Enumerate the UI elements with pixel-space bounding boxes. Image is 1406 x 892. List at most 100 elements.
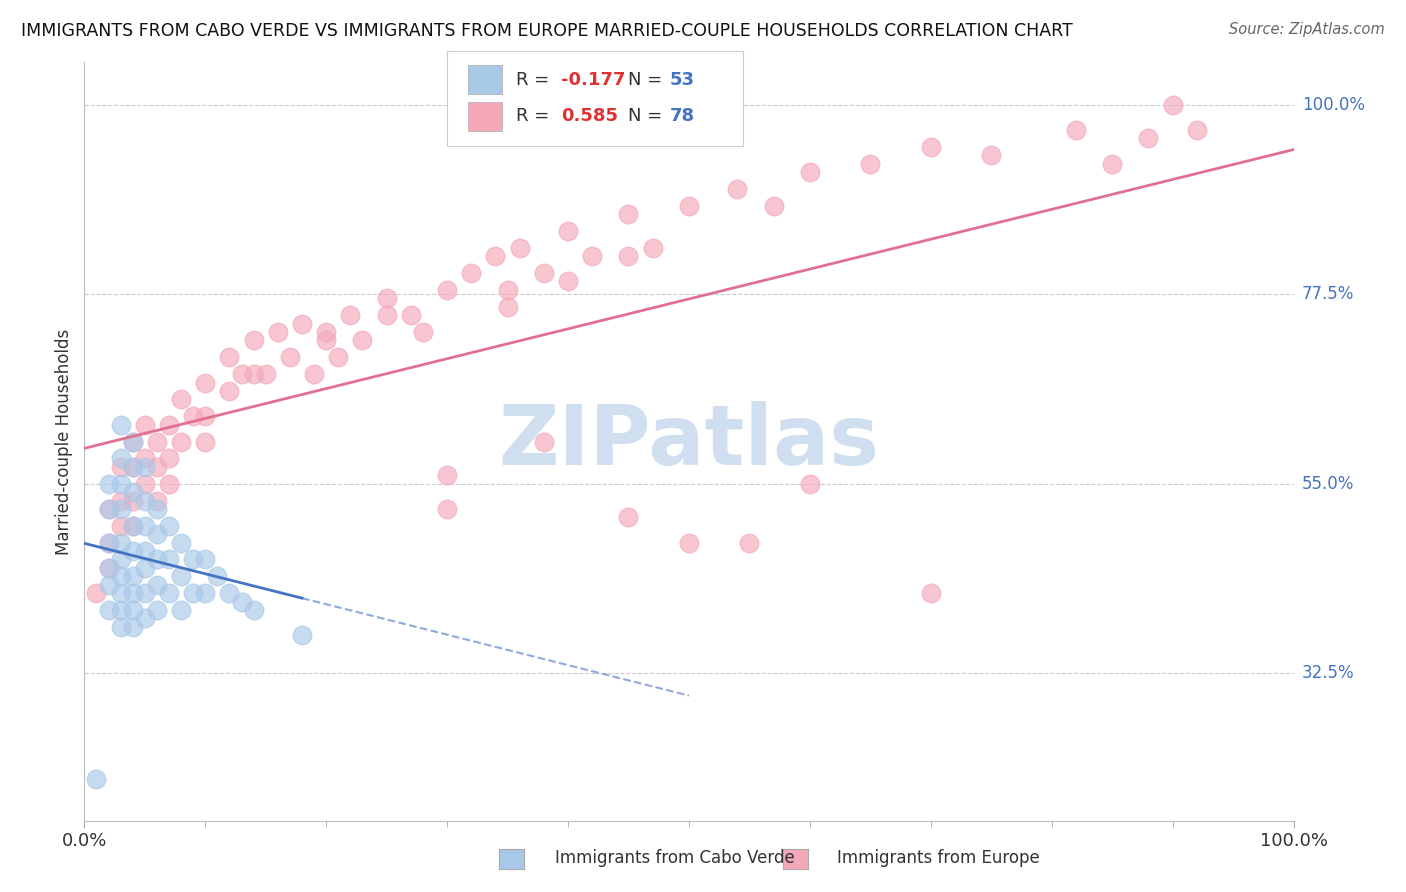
Point <box>194 376 217 390</box>
Point <box>110 502 132 516</box>
Point <box>617 207 640 221</box>
Point <box>207 569 229 583</box>
Point <box>557 275 579 289</box>
Point <box>110 451 132 466</box>
Text: -0.177: -0.177 <box>561 70 626 89</box>
Point <box>110 586 132 600</box>
Point <box>146 578 169 592</box>
Y-axis label: Married-couple Households: Married-couple Households <box>55 328 73 555</box>
Point <box>97 476 120 491</box>
Point <box>533 434 555 449</box>
Point <box>375 291 398 305</box>
Point <box>157 586 180 600</box>
Point <box>157 552 180 566</box>
Point <box>170 569 193 583</box>
Point <box>641 241 664 255</box>
Point <box>121 459 143 474</box>
Point <box>231 594 253 608</box>
Point <box>315 325 337 339</box>
Point <box>496 300 519 314</box>
Point <box>121 544 143 558</box>
Point <box>352 334 374 348</box>
Point <box>110 476 132 491</box>
Point <box>399 308 422 322</box>
Text: N =: N = <box>628 70 668 89</box>
Point <box>436 468 458 483</box>
Point <box>1101 156 1123 170</box>
Point <box>157 518 180 533</box>
Point <box>181 552 204 566</box>
Point <box>121 569 143 583</box>
Point <box>533 266 555 280</box>
Point <box>121 485 143 500</box>
Point <box>134 544 156 558</box>
Point <box>254 367 277 381</box>
Point <box>97 502 120 516</box>
Text: Source: ZipAtlas.com: Source: ZipAtlas.com <box>1229 22 1385 37</box>
Point <box>121 459 143 474</box>
Point <box>242 603 264 617</box>
Point <box>86 772 108 786</box>
Point <box>509 241 531 255</box>
Point <box>97 561 120 575</box>
Point <box>121 620 143 634</box>
Point <box>920 139 942 153</box>
Point <box>278 351 301 365</box>
Point <box>1064 123 1087 137</box>
Text: Immigrants from Europe: Immigrants from Europe <box>837 849 1039 867</box>
Point <box>170 535 193 549</box>
Point <box>194 434 217 449</box>
Point <box>218 384 240 398</box>
Point <box>134 611 156 625</box>
Point <box>97 578 120 592</box>
Point <box>170 603 193 617</box>
Point <box>121 586 143 600</box>
Point <box>110 493 132 508</box>
Point <box>859 156 882 170</box>
Point <box>1137 131 1160 145</box>
Text: Immigrants from Cabo Verde: Immigrants from Cabo Verde <box>555 849 796 867</box>
Point <box>146 527 169 541</box>
Point <box>110 459 132 474</box>
Point <box>134 493 156 508</box>
Point <box>121 493 143 508</box>
Point <box>231 367 253 381</box>
Point <box>302 367 325 381</box>
Text: 0.585: 0.585 <box>561 107 617 125</box>
Point <box>725 182 748 196</box>
Point <box>194 586 217 600</box>
Point <box>146 493 169 508</box>
Point <box>157 476 180 491</box>
Point <box>412 325 434 339</box>
Point <box>157 451 180 466</box>
Point <box>194 409 217 424</box>
Point <box>110 552 132 566</box>
Point <box>110 603 132 617</box>
Point <box>242 367 264 381</box>
Point <box>436 283 458 297</box>
Point <box>97 535 120 549</box>
Point <box>97 603 120 617</box>
Text: 77.5%: 77.5% <box>1302 285 1354 303</box>
Point <box>134 459 156 474</box>
Point <box>799 165 821 179</box>
Point <box>799 476 821 491</box>
Point <box>134 451 156 466</box>
Point <box>496 283 519 297</box>
Point <box>1185 123 1208 137</box>
Point <box>315 334 337 348</box>
Point <box>242 334 264 348</box>
Point <box>436 502 458 516</box>
Point <box>762 199 785 213</box>
Point <box>110 417 132 432</box>
Point <box>194 552 217 566</box>
Point <box>86 586 108 600</box>
Text: 55.0%: 55.0% <box>1302 475 1354 492</box>
Point <box>484 249 506 263</box>
Text: 32.5%: 32.5% <box>1302 665 1354 682</box>
Point <box>581 249 603 263</box>
Point <box>121 434 143 449</box>
Point <box>97 561 120 575</box>
Point <box>460 266 482 280</box>
Point <box>339 308 361 322</box>
